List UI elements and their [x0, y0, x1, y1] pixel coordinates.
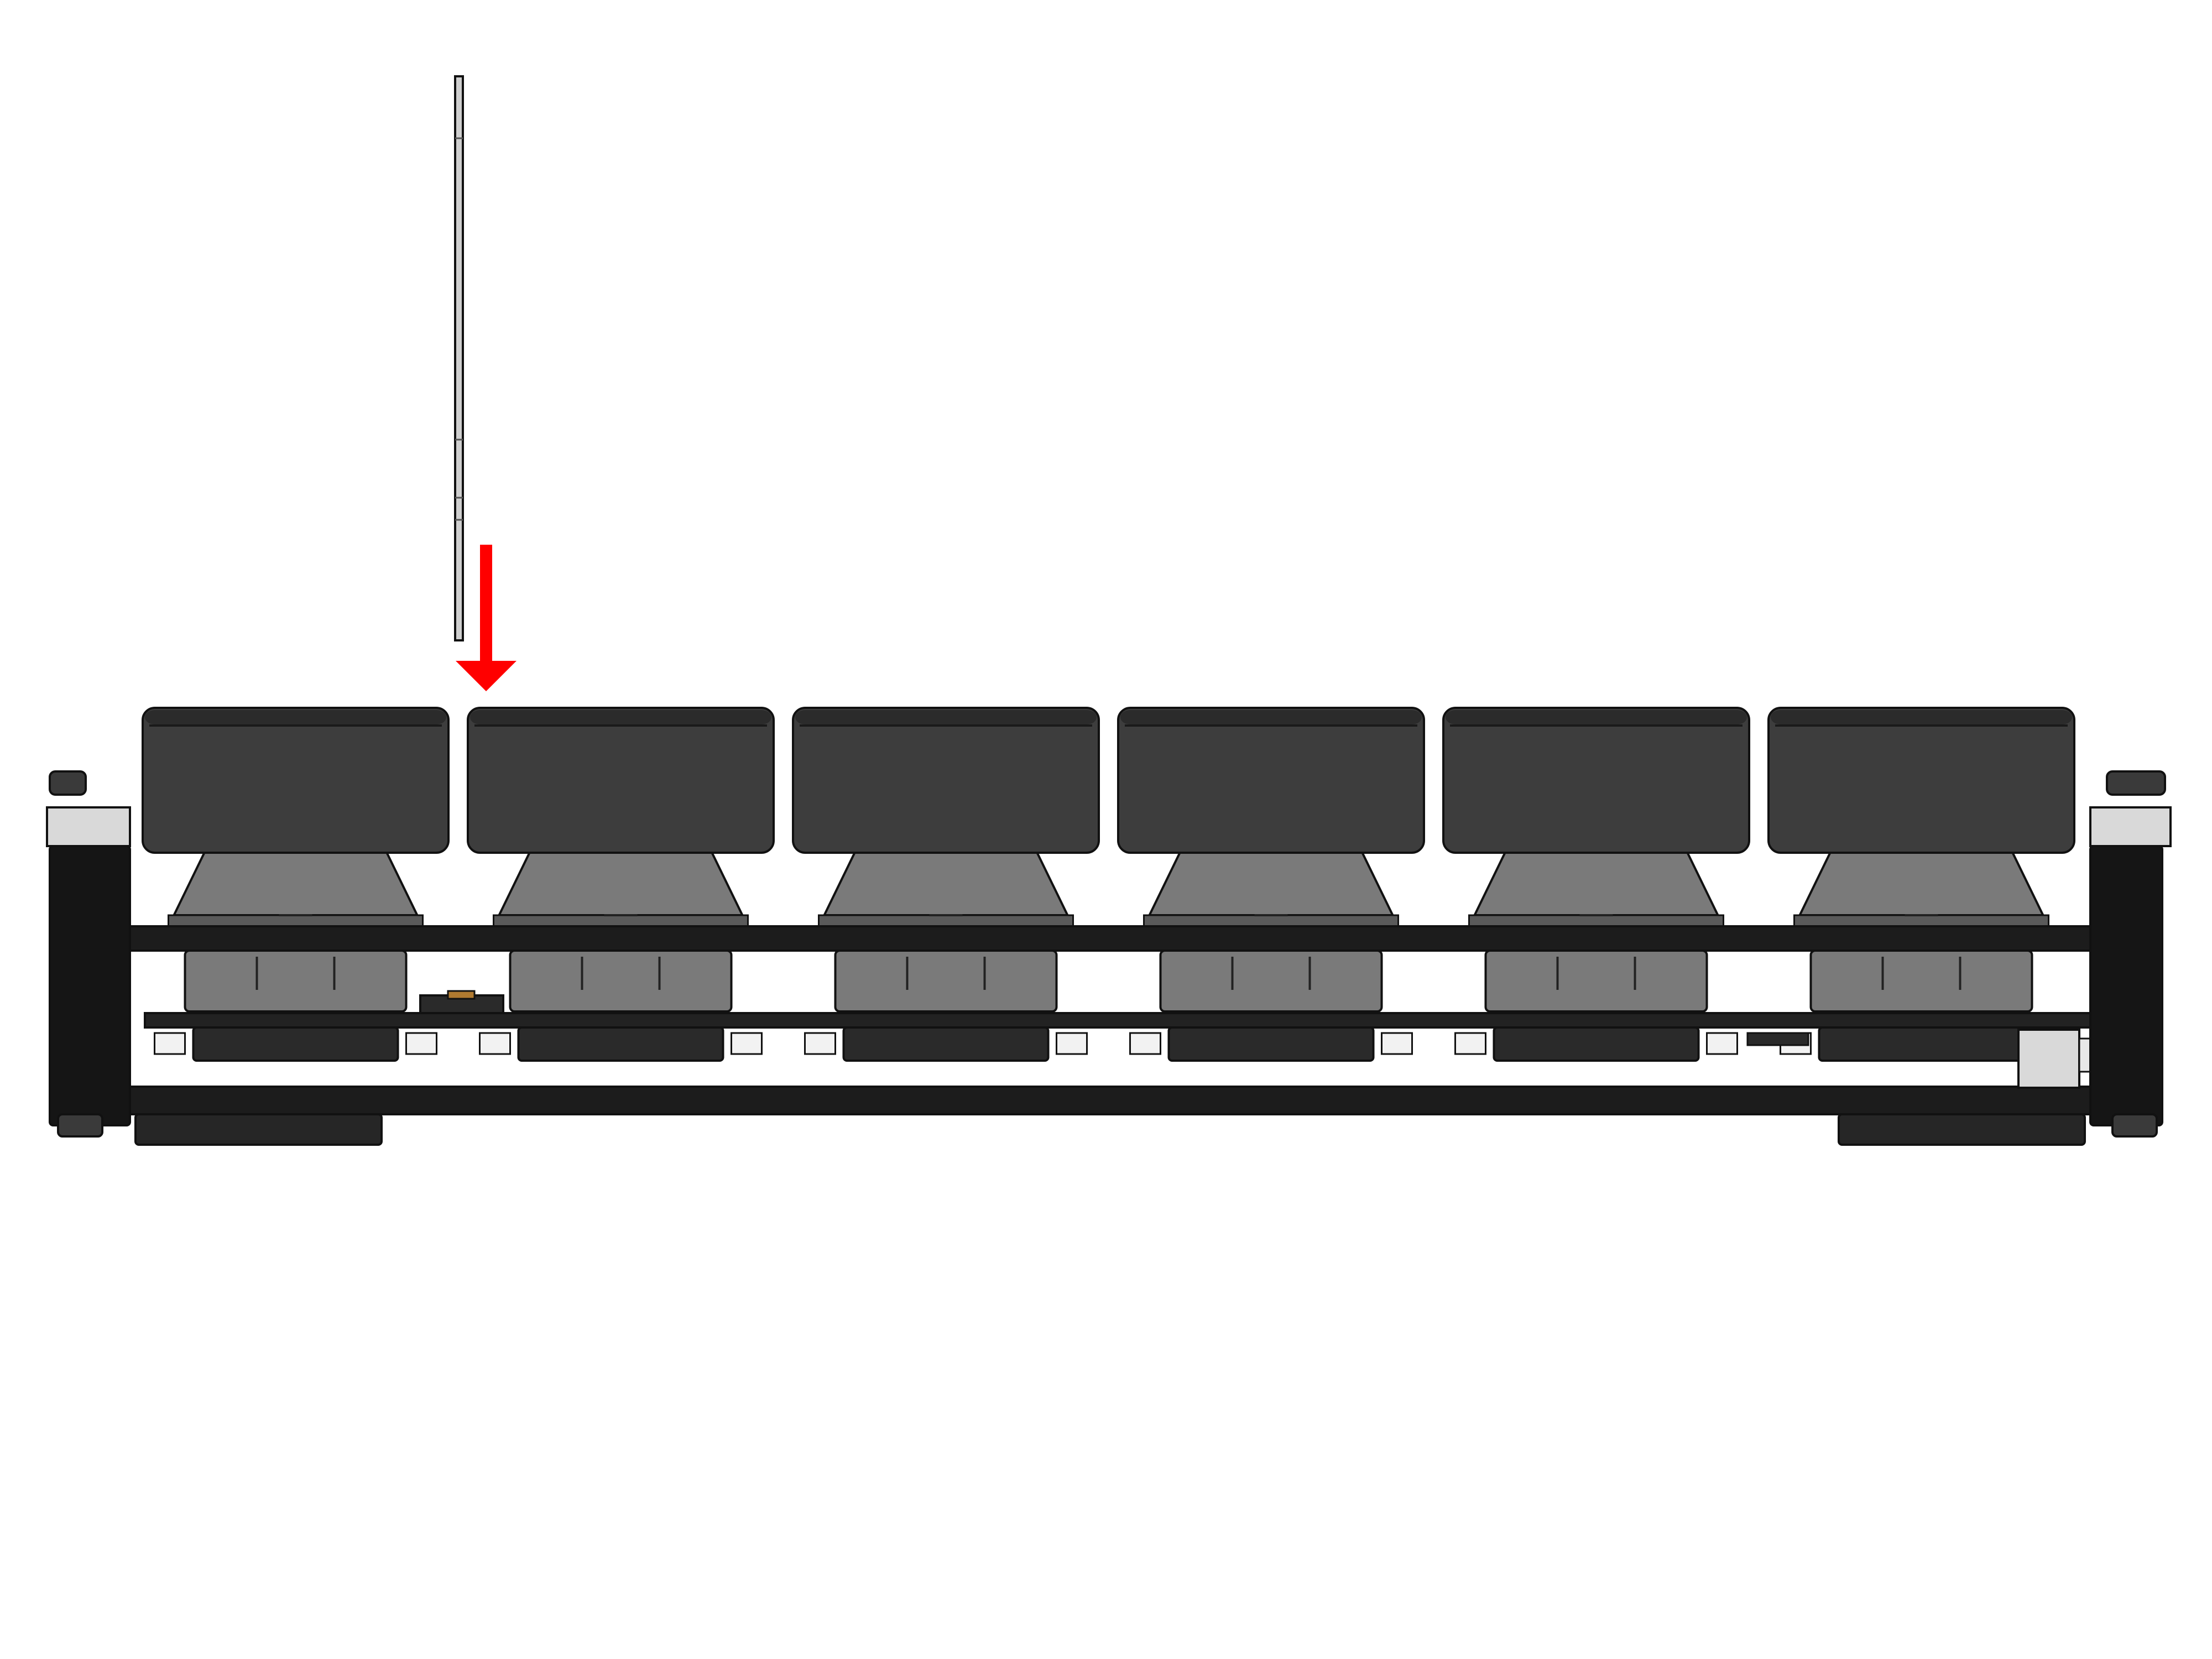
rubber-foot-icon	[134, 1113, 2086, 1146]
shim-plate-icon	[454, 75, 464, 641]
switch-plate	[50, 925, 2162, 952]
hotswap-socket	[1129, 1026, 1413, 1062]
keycap-icon	[792, 707, 1100, 854]
standoff-icon	[46, 770, 2172, 1138]
switch-icon	[493, 852, 749, 1013]
hotswap-socket	[154, 1026, 437, 1062]
keycap-icon	[142, 707, 450, 854]
hotswap-socket	[1454, 1026, 1738, 1062]
hotswap-socket	[804, 1026, 1088, 1062]
keycap-icon	[467, 707, 775, 854]
switch-icon	[818, 852, 1074, 1013]
switch-icon	[1468, 852, 1724, 1013]
keycap-icon	[1442, 707, 1750, 854]
keycap-icon	[1767, 707, 2075, 854]
hotswap-socket	[479, 1026, 763, 1062]
keycap-icon	[1117, 707, 1425, 854]
switch-icon	[1143, 852, 1399, 1013]
bottom-plate	[50, 1086, 2162, 1115]
keycaps	[142, 707, 2075, 854]
switches	[168, 852, 2049, 1013]
switch-icon	[1793, 852, 2049, 1013]
pcb-board	[144, 1012, 2112, 1029]
arrow-down-icon	[456, 545, 517, 691]
switch-icon	[168, 852, 424, 1013]
